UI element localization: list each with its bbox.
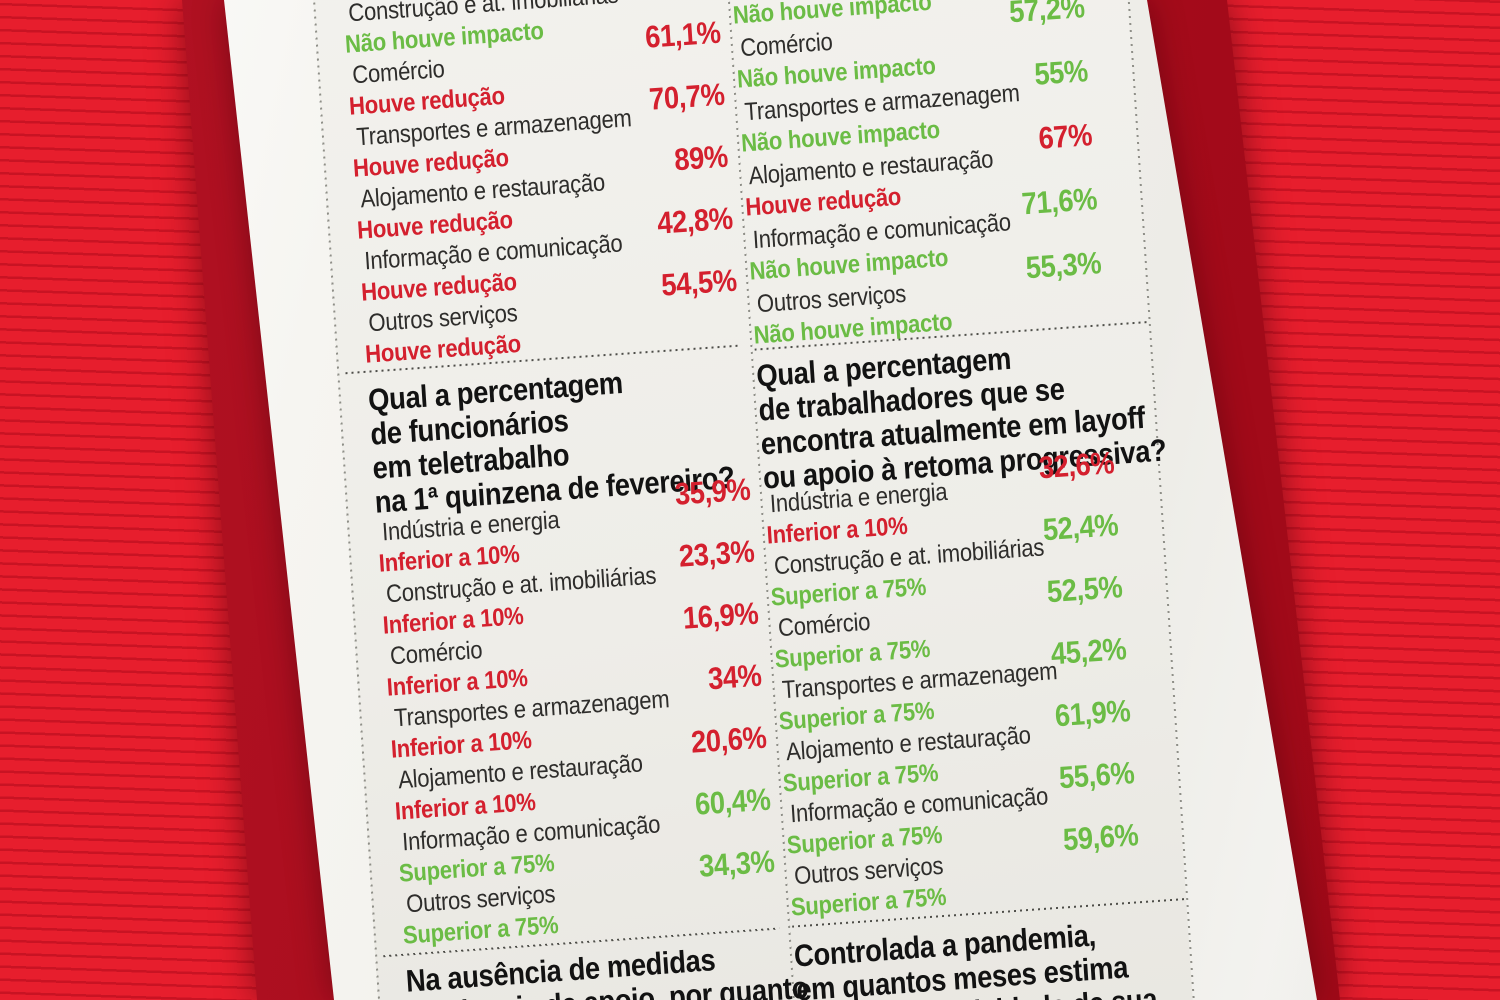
section-impact-left: 46,2% Construção e at. imobiliárias Não … <box>342 0 740 373</box>
section-layoff-results: 32,6% Indústria e energia Inferior a 10%… <box>764 445 1142 926</box>
section-teletrabalho-results: 35,9% Indústria e energia Inferior a 10%… <box>376 472 778 954</box>
column-left: 46,2% Construção e at. imobiliárias Não … <box>342 0 809 1000</box>
sector-status: Inferior a 10% <box>381 601 525 640</box>
section-impact-right: Não houve impacto 57,2% Comércio Não hou… <box>730 0 1105 356</box>
sector-status: Superior a 75% <box>402 910 560 950</box>
sector-status: Superior a 75% <box>790 882 948 922</box>
sector-status: Houve redução <box>364 329 522 369</box>
page-content-plane: 46,2% Construção e at. imobiliárias Não … <box>224 0 1317 1000</box>
sector-status: Houve redução <box>744 182 902 222</box>
sector-status: Superior a 75% <box>769 572 927 612</box>
